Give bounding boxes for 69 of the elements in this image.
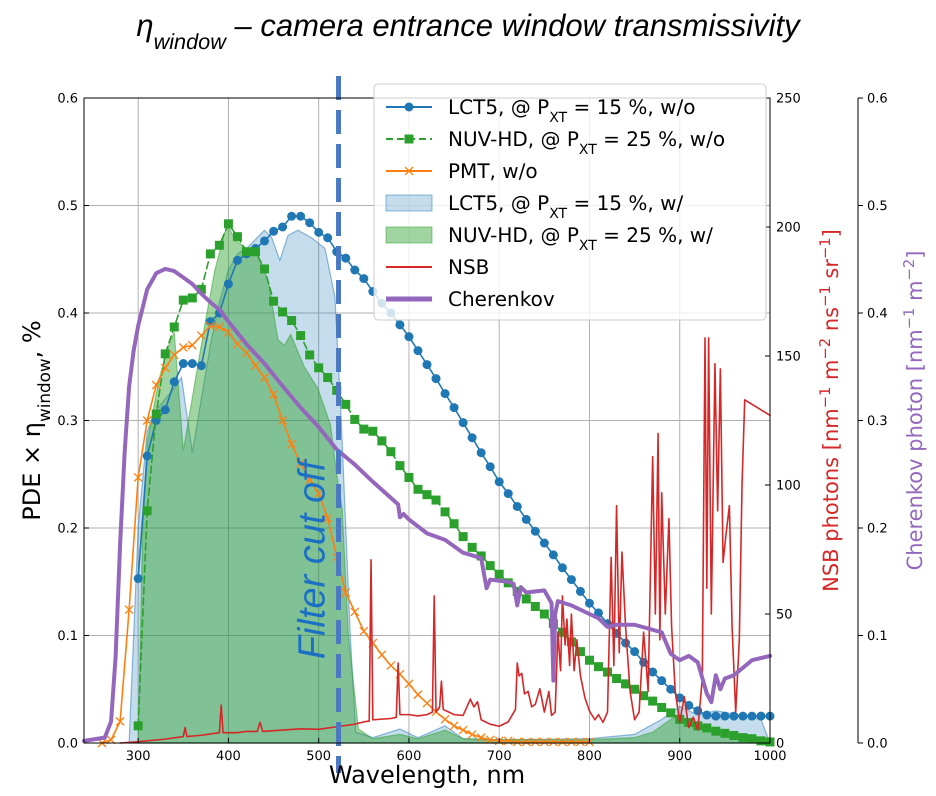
point: [359, 626, 368, 636]
chart-title: η$_{window}$ – camera entrance window transmissivity: [136, 8, 802, 54]
x-tick-label: 1000: [753, 749, 787, 764]
y2-tick-label: 100: [776, 478, 801, 494]
y2-tick-label: 250: [776, 92, 801, 106]
y2-tick-label: 150: [776, 350, 801, 364]
point: [278, 416, 288, 426]
point: [242, 348, 252, 358]
y3-tick-label: 0.3: [867, 414, 888, 429]
point: [97, 738, 107, 748]
y3-tick-label: 0.1: [867, 629, 888, 644]
point: [134, 472, 143, 482]
legend-label: Cherenkov: [448, 287, 555, 311]
point: [232, 340, 242, 349]
point: [467, 730, 477, 740]
legend-label: LCT5, @ P$_{XT}$ = 15 %, w/o: [448, 95, 696, 126]
point: [106, 735, 116, 744]
y-tick-label: 0.2: [57, 522, 78, 536]
point: [341, 588, 350, 598]
y-tick-label: 0.0: [57, 736, 78, 752]
point: [404, 679, 414, 689]
point: [250, 361, 260, 370]
point: [115, 716, 125, 726]
point: [440, 714, 450, 724]
y3-tick-label: 0.6: [867, 92, 888, 106]
y3-tick-label: 0.5: [867, 199, 888, 214]
point: [152, 380, 161, 390]
legend-label: NUV-HD, @ P$_{XT}$ = 25 %, w/o: [448, 127, 726, 158]
point: [422, 698, 432, 708]
point: [268, 390, 278, 400]
y-tick-label: 0.1: [57, 629, 78, 644]
x-tick-label: 800: [577, 749, 602, 764]
legend-label: NUV-HD, @ P$_{XT}$ = 25 %, w/: [448, 223, 714, 254]
x-tick-label: 900: [667, 749, 692, 764]
point: [286, 440, 296, 449]
y3-tick-label: 0.2: [867, 522, 888, 536]
y2-tick-label: 50: [776, 608, 793, 622]
x-tick-label: 500: [306, 749, 332, 764]
y-tick-label: 0.6: [57, 92, 78, 106]
legend-label: PMT, w/o: [448, 159, 538, 183]
ref-line-label: Filter cut off: [292, 457, 334, 660]
y-tick-label: 0.5: [57, 199, 78, 214]
y3-tick-label: 0.0: [867, 736, 888, 752]
point: [449, 721, 459, 730]
x-tick-label: 600: [396, 749, 422, 764]
legend-label: NSB: [448, 255, 490, 279]
point: [260, 372, 270, 382]
point: [458, 725, 468, 735]
y2-tick-label: 200: [776, 220, 801, 236]
y2-tick-label: 0: [776, 736, 784, 752]
line-series: [119, 337, 771, 744]
point: [196, 330, 206, 340]
point: [350, 607, 360, 616]
y-tick-label: 0.3: [57, 414, 78, 429]
x-axis-title: Wavelength, nm: [328, 761, 526, 789]
x-tick-label: 700: [486, 749, 512, 764]
y3-tick-label: 0.4: [867, 306, 888, 322]
legend-label: LCT5, @ P$_{XT}$ = 15 %, w/: [448, 191, 684, 222]
point: [224, 328, 234, 337]
point: [160, 363, 170, 372]
x-tick-label: 400: [216, 749, 241, 764]
point: [386, 660, 396, 670]
x-tick-label: 300: [126, 749, 151, 764]
point: [377, 650, 387, 660]
point: [170, 350, 179, 360]
y-tick-label: 0.4: [57, 306, 78, 322]
point: [142, 416, 152, 426]
point: [124, 605, 134, 614]
point: [413, 690, 423, 700]
